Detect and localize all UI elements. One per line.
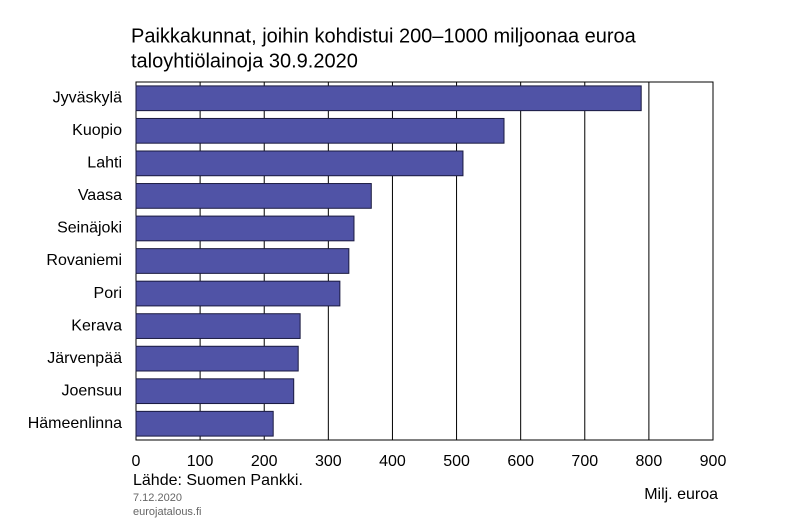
y-tick-label: Lahti [87, 155, 122, 172]
y-tick-label: Vaasa [78, 187, 122, 204]
bar [135, 345, 299, 372]
bar [135, 248, 350, 274]
y-tick-label: Pori [94, 285, 122, 302]
website: eurojatalous.fi [133, 506, 202, 518]
bar [135, 280, 341, 307]
bar [135, 183, 372, 209]
y-tick-label: Jyväskylä [53, 89, 122, 106]
bar [135, 85, 642, 112]
x-tick-label: 700 [571, 453, 598, 470]
x-tick-label: 200 [251, 453, 278, 470]
chart-title: Paikkakunnat, joihin kohdistui 200–1000 … [131, 25, 637, 47]
y-tick-label: Seinäjoki [57, 220, 122, 237]
x-tick-label: 300 [315, 453, 342, 470]
chart-title: taloyhtiölainoja 30.9.2020 [131, 50, 358, 72]
bar [135, 150, 464, 177]
y-tick-label: Kerava [71, 317, 122, 334]
x-tick-label: 400 [379, 453, 406, 470]
source: Lähde: Suomen Pankki. [133, 472, 303, 489]
bar [135, 378, 295, 405]
bar [135, 313, 301, 339]
y-tick-label: Hämeenlinna [28, 415, 122, 432]
x-tick-label: 600 [507, 453, 534, 470]
bar [135, 410, 274, 437]
date: 7.12.2020 [133, 492, 182, 504]
x-axis-label: Milj. euroa [644, 486, 718, 503]
x-tick-label: 0 [132, 453, 141, 470]
y-tick-label: Rovaniemi [46, 252, 122, 269]
x-tick-label: 500 [443, 453, 470, 470]
bar [135, 215, 355, 242]
x-tick-label: 800 [636, 453, 663, 470]
y-tick-label: Joensuu [62, 382, 123, 399]
y-tick-label: Järvenpää [47, 350, 122, 367]
y-tick-label: Kuopio [72, 122, 122, 139]
x-tick-label: 900 [700, 453, 727, 470]
bar [135, 117, 505, 144]
x-tick-label: 100 [187, 453, 214, 470]
